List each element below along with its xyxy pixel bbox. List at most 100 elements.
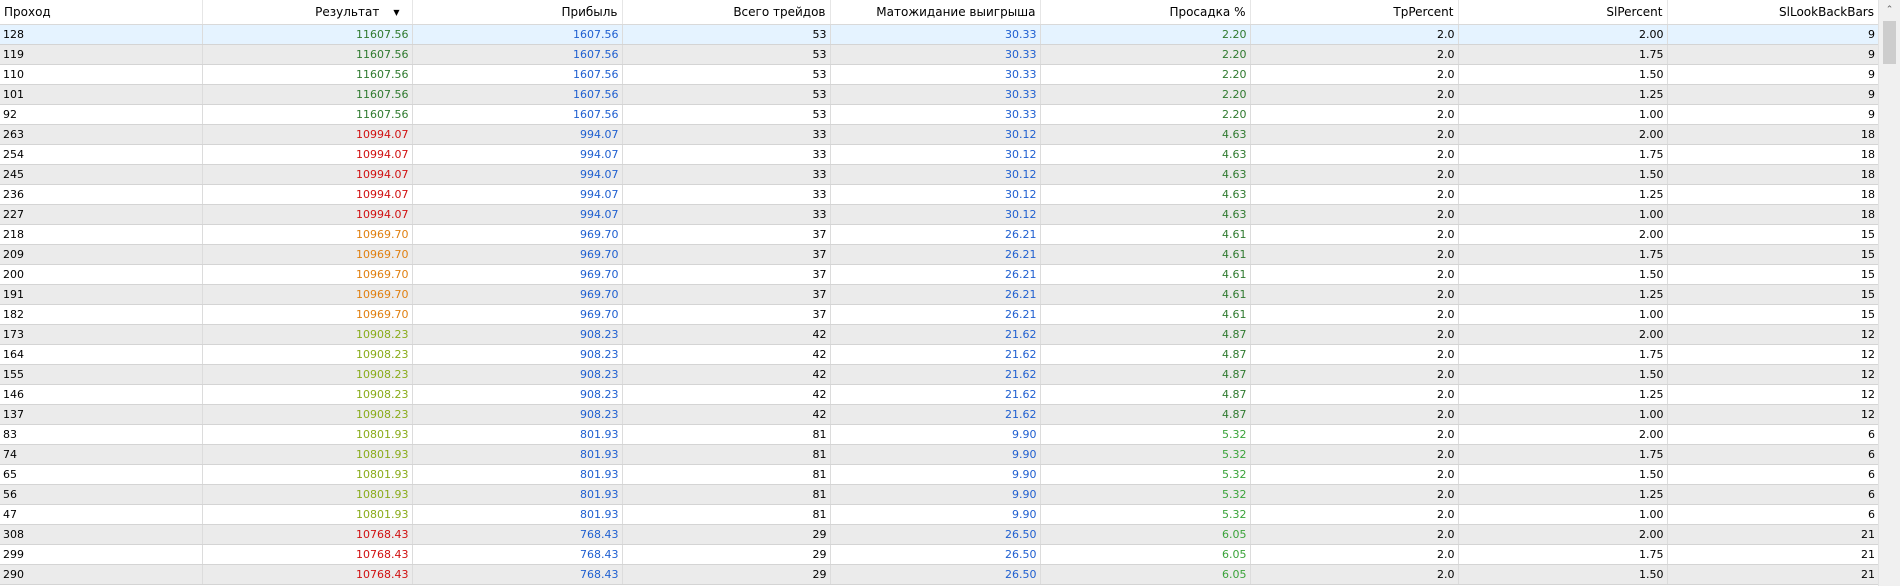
table-row[interactable]: 209 10969.70 969.70 37 26.21 4.61 2.0 1.75 15 <box>0 244 1878 265</box>
table-row[interactable]: 182 10969.70 969.70 37 26.21 4.61 2.0 1.00 15 <box>0 304 1878 325</box>
column-header-profit[interactable]: Прибыль <box>412 0 623 25</box>
cell-expected-payoff: 9.90 <box>830 464 1041 485</box>
cell-profit: 908.23 <box>412 324 623 345</box>
cell-sl-percent: 1.25 <box>1458 384 1668 405</box>
table-row[interactable]: 47 10801.93 801.93 81 9.90 5.32 2.0 1.00 6 <box>0 504 1878 525</box>
cell-drawdown: 5.32 <box>1040 504 1251 525</box>
sort-descending-icon: ▼ <box>393 8 400 17</box>
cell-sl-percent: 2.00 <box>1458 124 1668 145</box>
table-row[interactable]: 65 10801.93 801.93 81 9.90 5.32 2.0 1.50 6 <box>0 464 1878 485</box>
cell-pass: 218 <box>0 224 203 245</box>
cell-tp-percent: 2.0 <box>1250 424 1459 445</box>
cell-sl-lookback-bars: 9 <box>1667 44 1878 65</box>
cell-drawdown: 2.20 <box>1040 84 1251 105</box>
cell-drawdown: 2.20 <box>1040 64 1251 85</box>
table-header: Проход Результат ▼ Прибыль Всего трейдов … <box>0 0 1878 25</box>
cell-drawdown: 4.63 <box>1040 144 1251 165</box>
cell-sl-lookback-bars: 12 <box>1667 364 1878 385</box>
column-header-expected-payoff[interactable]: Матожидание выигрыша <box>830 0 1041 25</box>
cell-sl-lookback-bars: 18 <box>1667 164 1878 185</box>
cell-pass: 47 <box>0 504 203 525</box>
cell-profit: 969.70 <box>412 244 623 265</box>
scrollbar-thumb[interactable] <box>1883 21 1896 64</box>
cell-sl-lookback-bars: 12 <box>1667 344 1878 365</box>
cell-sl-lookback-bars: 18 <box>1667 184 1878 205</box>
table-row[interactable]: 236 10994.07 994.07 33 30.12 4.63 2.0 1.25 18 <box>0 184 1878 205</box>
cell-sl-percent: 2.00 <box>1458 324 1668 345</box>
table-row[interactable]: 254 10994.07 994.07 33 30.12 4.63 2.0 1.75 18 <box>0 144 1878 165</box>
cell-drawdown: 5.32 <box>1040 424 1251 445</box>
cell-result: 11607.56 <box>202 24 413 45</box>
table-row[interactable]: 263 10994.07 994.07 33 30.12 4.63 2.0 2.00 18 <box>0 124 1878 145</box>
cell-sl-percent: 2.00 <box>1458 424 1668 445</box>
chevron-up-icon[interactable]: ⌃ <box>1885 5 1894 15</box>
table-row[interactable]: 191 10969.70 969.70 37 26.21 4.61 2.0 1.25 15 <box>0 284 1878 305</box>
cell-tp-percent: 2.0 <box>1250 324 1459 345</box>
cell-expected-payoff: 30.12 <box>830 144 1041 165</box>
column-header-pass[interactable]: Проход <box>0 0 203 25</box>
table-row[interactable]: 245 10994.07 994.07 33 30.12 4.63 2.0 1.50 18 <box>0 164 1878 185</box>
cell-total-trades: 81 <box>622 484 831 505</box>
cell-drawdown: 4.63 <box>1040 124 1251 145</box>
table-row[interactable]: 200 10969.70 969.70 37 26.21 4.61 2.0 1.50 15 <box>0 264 1878 285</box>
table-row[interactable]: 218 10969.70 969.70 37 26.21 4.61 2.0 2.00 15 <box>0 224 1878 245</box>
column-header-pass-label: Проход <box>4 5 51 19</box>
cell-profit: 908.23 <box>412 404 623 425</box>
column-header-sl-lookback-bars[interactable]: SlLookBackBars <box>1667 0 1878 25</box>
table-row[interactable]: 92 11607.56 1607.56 53 30.33 2.20 2.0 1.00 9 <box>0 104 1878 125</box>
cell-result: 10908.23 <box>202 344 413 365</box>
table-row[interactable]: 290 10768.43 768.43 29 26.50 6.05 2.0 1.50 21 <box>0 564 1878 585</box>
cell-total-trades: 37 <box>622 264 831 285</box>
cell-pass: 254 <box>0 144 203 165</box>
vertical-scrollbar[interactable]: ⌃ <box>1878 0 1900 586</box>
table-row[interactable]: 128 11607.56 1607.56 53 30.33 2.20 2.0 2.00 9 <box>0 24 1878 45</box>
cell-result: 10994.07 <box>202 164 413 185</box>
column-header-tp-percent[interactable]: TpPercent <box>1250 0 1459 25</box>
cell-result: 10801.93 <box>202 484 413 505</box>
cell-pass: 263 <box>0 124 203 145</box>
column-header-total-trades[interactable]: Всего трейдов <box>622 0 831 25</box>
cell-sl-percent: 1.00 <box>1458 204 1668 225</box>
cell-sl-lookback-bars: 6 <box>1667 464 1878 485</box>
cell-pass: 56 <box>0 484 203 505</box>
cell-tp-percent: 2.0 <box>1250 64 1459 85</box>
cell-total-trades: 53 <box>622 44 831 65</box>
cell-result: 10994.07 <box>202 124 413 145</box>
table-row[interactable]: 101 11607.56 1607.56 53 30.33 2.20 2.0 1.25 9 <box>0 84 1878 105</box>
cell-sl-percent: 1.00 <box>1458 304 1668 325</box>
cell-sl-lookback-bars: 15 <box>1667 284 1878 305</box>
cell-expected-payoff: 30.12 <box>830 124 1041 145</box>
table-row[interactable]: 299 10768.43 768.43 29 26.50 6.05 2.0 1.75 21 <box>0 544 1878 565</box>
table-row[interactable]: 227 10994.07 994.07 33 30.12 4.63 2.0 1.00 18 <box>0 204 1878 225</box>
table-row[interactable]: 146 10908.23 908.23 42 21.62 4.87 2.0 1.25 12 <box>0 384 1878 405</box>
cell-pass: 164 <box>0 344 203 365</box>
column-header-sl-percent[interactable]: SlPercent <box>1458 0 1668 25</box>
cell-drawdown: 4.87 <box>1040 344 1251 365</box>
table-row[interactable]: 110 11607.56 1607.56 53 30.33 2.20 2.0 1.50 9 <box>0 64 1878 85</box>
cell-profit: 801.93 <box>412 464 623 485</box>
column-header-drawdown[interactable]: Просадка % <box>1040 0 1251 25</box>
table-row[interactable]: 83 10801.93 801.93 81 9.90 5.32 2.0 2.00 6 <box>0 424 1878 445</box>
column-header-result[interactable]: Результат ▼ <box>202 0 413 25</box>
table-row[interactable]: 74 10801.93 801.93 81 9.90 5.32 2.0 1.75 6 <box>0 444 1878 465</box>
cell-sl-percent: 1.50 <box>1458 564 1668 585</box>
cell-result: 10969.70 <box>202 284 413 305</box>
cell-drawdown: 4.63 <box>1040 164 1251 185</box>
table-row[interactable]: 56 10801.93 801.93 81 9.90 5.32 2.0 1.25 6 <box>0 484 1878 505</box>
table-row[interactable]: 164 10908.23 908.23 42 21.62 4.87 2.0 1.75 12 <box>0 344 1878 365</box>
cell-sl-lookback-bars: 12 <box>1667 384 1878 405</box>
cell-sl-percent: 1.00 <box>1458 104 1668 125</box>
cell-profit: 1607.56 <box>412 24 623 45</box>
cell-sl-lookback-bars: 18 <box>1667 124 1878 145</box>
table-row[interactable]: 137 10908.23 908.23 42 21.62 4.87 2.0 1.00 12 <box>0 404 1878 425</box>
cell-sl-percent: 1.50 <box>1458 164 1668 185</box>
table-row[interactable]: 155 10908.23 908.23 42 21.62 4.87 2.0 1.50 12 <box>0 364 1878 385</box>
table-row[interactable]: 119 11607.56 1607.56 53 30.33 2.20 2.0 1.75 9 <box>0 44 1878 65</box>
cell-sl-percent: 1.75 <box>1458 544 1668 565</box>
table-row[interactable]: 173 10908.23 908.23 42 21.62 4.87 2.0 2.00 12 <box>0 324 1878 345</box>
cell-tp-percent: 2.0 <box>1250 304 1459 325</box>
cell-total-trades: 29 <box>622 524 831 545</box>
table-row[interactable]: 308 10768.43 768.43 29 26.50 6.05 2.0 2.00 21 <box>0 524 1878 545</box>
cell-result: 10801.93 <box>202 444 413 465</box>
